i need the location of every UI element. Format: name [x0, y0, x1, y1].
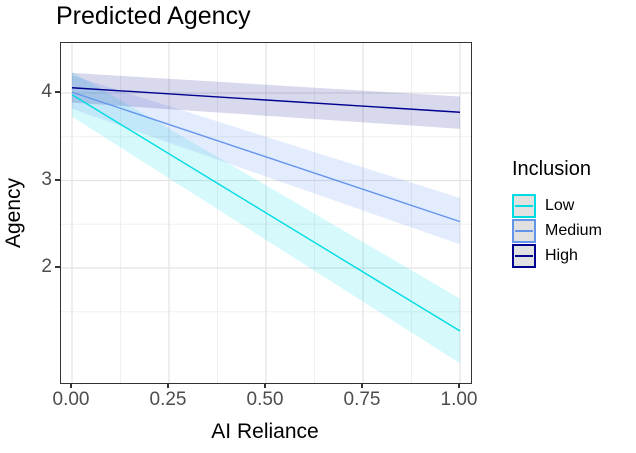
ci-ribbon-medium: [72, 75, 460, 245]
legend-key-line-high: [515, 255, 533, 257]
x-tick-label: 1.00: [440, 389, 478, 410]
legend-key-medium: [512, 219, 536, 243]
legend-label-low: Low: [545, 197, 575, 214]
plot-panel: [60, 42, 472, 384]
legend-label-high: High: [545, 247, 578, 264]
x-tick-mark: [264, 383, 266, 388]
x-tick-mark: [167, 383, 169, 388]
y-axis-title: Agency: [2, 177, 25, 249]
legend-item-medium: Medium: [512, 219, 602, 243]
legend-key-line-medium: [515, 230, 533, 232]
plot-area-svg: [61, 43, 471, 383]
y-tick-mark: [55, 178, 60, 181]
x-tick-label: 0.00: [52, 389, 90, 410]
ci-ribbon-high: [72, 72, 460, 129]
fit-line-high: [71, 87, 461, 113]
legend-title: Inclusion: [512, 158, 591, 180]
fit-line-low: [71, 94, 461, 332]
y-tick-label: 2: [41, 256, 52, 277]
legend-key-high: [512, 244, 536, 268]
x-tick-label: 0.75: [343, 389, 381, 410]
fit-line-medium: [71, 91, 461, 223]
x-axis-title: AI Reliance: [211, 420, 319, 443]
legend-item-high: High: [512, 244, 602, 268]
x-tick-label: 0.50: [246, 389, 284, 410]
y-tick-mark: [55, 91, 60, 93]
legend-item-low: Low: [512, 194, 602, 218]
x-tick-mark: [361, 383, 363, 388]
y-tick-mark: [55, 266, 60, 268]
legend-label-medium: Medium: [545, 222, 602, 239]
legend: Inclusion Low Medium High: [512, 158, 602, 269]
x-tick-mark: [70, 383, 72, 388]
y-tick-label: 3: [41, 168, 52, 190]
x-tick-mark: [458, 383, 460, 388]
y-tick-label: 4: [41, 81, 52, 102]
legend-key-low: [512, 194, 536, 218]
x-tick-label: 0.25: [149, 389, 187, 410]
chart-title: Predicted Agency: [56, 2, 251, 30]
ci-ribbon-low: [72, 72, 460, 364]
legend-key-line-low: [515, 205, 533, 207]
